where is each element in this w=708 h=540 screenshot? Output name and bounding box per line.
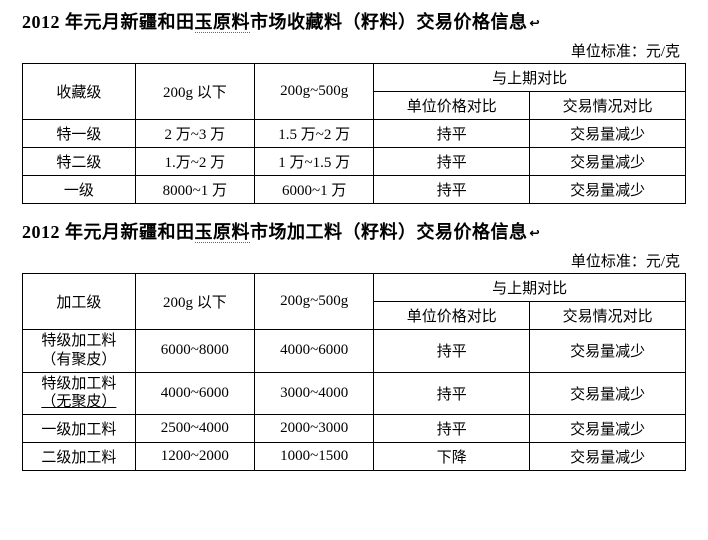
title1-post: 市场收藏料（籽料）交易价格信息	[250, 12, 528, 32]
h-below200: 200g 以下	[135, 274, 254, 330]
cell-b: 1.5 万~2 万	[255, 120, 374, 148]
h-200-500: 200g~500g	[255, 274, 374, 330]
table-header-row: 收藏级 200g 以下 200g~500g 与上期对比	[23, 64, 686, 92]
unit-label-1: 单位标准：元/克	[22, 40, 686, 61]
h-200-500: 200g~500g	[255, 64, 374, 120]
cell-c: 持平	[374, 330, 530, 373]
table-row: 一级加工料 2500~4000 2000~3000 持平 交易量减少	[23, 415, 686, 443]
cell-grade: 二级加工料	[23, 443, 136, 471]
h-grade: 加工级	[23, 274, 136, 330]
cell-c: 持平	[374, 176, 530, 204]
cell-c: 持平	[374, 120, 530, 148]
cell-a: 8000~1 万	[135, 176, 254, 204]
title2-end: ↩	[530, 226, 541, 240]
cell-b: 3000~4000	[255, 372, 374, 415]
cell-b: 4000~6000	[255, 330, 374, 373]
cell-b: 2000~3000	[255, 415, 374, 443]
title-collection: 2012 年元月新疆和田玉原料市场收藏料（籽料）交易价格信息↩	[22, 8, 686, 34]
cell-c: 持平	[374, 415, 530, 443]
cell-grade: 特二级	[23, 148, 136, 176]
unit-label-2: 单位标准：元/克	[22, 250, 686, 271]
h-below200: 200g 以下	[135, 64, 254, 120]
title1-end: ↩	[530, 16, 541, 30]
h-trade-compare: 交易情况对比	[530, 302, 686, 330]
table-row: 二级加工料 1200~2000 1000~1500 下降 交易量减少	[23, 443, 686, 471]
h-trade-compare: 交易情况对比	[530, 92, 686, 120]
cell-a: 2500~4000	[135, 415, 254, 443]
cell-a: 1.万~2 万	[135, 148, 254, 176]
cell-b: 1000~1500	[255, 443, 374, 471]
table-collection: 收藏级 200g 以下 200g~500g 与上期对比 单位价格对比 交易情况对…	[22, 63, 686, 204]
cell-grade: 特级加工料 （有聚皮）	[23, 330, 136, 373]
cell-d: 交易量减少	[530, 415, 686, 443]
cell-c: 持平	[374, 372, 530, 415]
cell-grade: 特级加工料 （无聚皮）	[23, 372, 136, 415]
title2-pre: 2012 年元月新疆和田	[22, 222, 195, 242]
cell-d: 交易量减少	[530, 330, 686, 373]
grade-line2: （无聚皮）	[25, 393, 133, 412]
section-processing: 2012 年元月新疆和田玉原料市场加工料（籽料）交易价格信息↩ 单位标准：元/克…	[22, 218, 686, 471]
cell-c: 持平	[374, 148, 530, 176]
cell-b: 6000~1 万	[255, 176, 374, 204]
cell-a: 6000~8000	[135, 330, 254, 373]
table-row: 特级加工料 （有聚皮） 6000~8000 4000~6000 持平 交易量减少	[23, 330, 686, 373]
grade-line1: 特级加工料	[25, 375, 133, 394]
table-header-row: 加工级 200g 以下 200g~500g 与上期对比	[23, 274, 686, 302]
table-row: 一级 8000~1 万 6000~1 万 持平 交易量减少	[23, 176, 686, 204]
cell-d: 交易量减少	[530, 372, 686, 415]
cell-d: 交易量减少	[530, 148, 686, 176]
grade-line2: （有聚皮）	[25, 351, 133, 370]
title1-pre: 2012 年元月新疆和田	[22, 12, 195, 32]
title1-dotted: 玉原料	[195, 12, 251, 33]
cell-a: 1200~2000	[135, 443, 254, 471]
cell-c: 下降	[374, 443, 530, 471]
cell-d: 交易量减少	[530, 443, 686, 471]
title2-dotted: 玉原料	[195, 222, 251, 243]
table-row: 特二级 1.万~2 万 1 万~1.5 万 持平 交易量减少	[23, 148, 686, 176]
cell-d: 交易量减少	[530, 120, 686, 148]
grade-line1: 特级加工料	[25, 332, 133, 351]
h-price-compare: 单位价格对比	[374, 92, 530, 120]
table-row: 特级加工料 （无聚皮） 4000~6000 3000~4000 持平 交易量减少	[23, 372, 686, 415]
title-processing: 2012 年元月新疆和田玉原料市场加工料（籽料）交易价格信息↩	[22, 218, 686, 244]
cell-b: 1 万~1.5 万	[255, 148, 374, 176]
title2-post: 市场加工料（籽料）交易价格信息	[250, 222, 528, 242]
cell-grade: 一级	[23, 176, 136, 204]
cell-a: 2 万~3 万	[135, 120, 254, 148]
h-compare: 与上期对比	[374, 274, 686, 302]
cell-a: 4000~6000	[135, 372, 254, 415]
h-compare: 与上期对比	[374, 64, 686, 92]
h-grade: 收藏级	[23, 64, 136, 120]
section-collection: 2012 年元月新疆和田玉原料市场收藏料（籽料）交易价格信息↩ 单位标准：元/克…	[22, 8, 686, 204]
cell-grade: 一级加工料	[23, 415, 136, 443]
cell-grade: 特一级	[23, 120, 136, 148]
table-row: 特一级 2 万~3 万 1.5 万~2 万 持平 交易量减少	[23, 120, 686, 148]
cell-d: 交易量减少	[530, 176, 686, 204]
h-price-compare: 单位价格对比	[374, 302, 530, 330]
table-processing: 加工级 200g 以下 200g~500g 与上期对比 单位价格对比 交易情况对…	[22, 273, 686, 471]
